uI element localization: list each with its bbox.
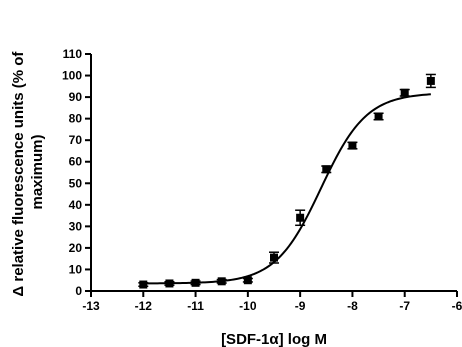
y-tick-label: 20 bbox=[69, 241, 83, 255]
y-tick-label: 0 bbox=[75, 284, 82, 298]
x-tick-label: -8 bbox=[347, 299, 358, 313]
data-point bbox=[322, 165, 331, 174]
data-point bbox=[348, 141, 357, 150]
x-axis-title: [SDF-1α] log M bbox=[221, 331, 327, 347]
x-tick-label: -13 bbox=[82, 299, 100, 313]
y-tick-label: 10 bbox=[69, 262, 83, 276]
x-tick-label: -7 bbox=[399, 299, 410, 313]
data-point bbox=[374, 112, 383, 121]
y-tick-label: 30 bbox=[69, 219, 83, 233]
x-axis-ticks: -13 -12 -11 -10 -9 -8 -7 -6 bbox=[82, 291, 462, 313]
x-tick-label: -10 bbox=[239, 299, 257, 313]
y-tick-label: 50 bbox=[69, 176, 83, 190]
y-axis-title-line2: maximum) bbox=[29, 134, 46, 209]
data-point bbox=[400, 88, 409, 97]
y-axis-title-line1: Δ relative fluorescence units (% of bbox=[10, 51, 27, 297]
y-tick-label: 60 bbox=[69, 155, 83, 169]
data-point bbox=[165, 279, 174, 288]
data-point bbox=[243, 276, 252, 285]
x-tick-label: -6 bbox=[452, 299, 462, 313]
data-point bbox=[191, 278, 200, 287]
data-points bbox=[138, 73, 436, 289]
plot-area: 0 10 20 30 40 50 60 70 80 90 100 110 -13 -12 -11 -10 -9… bbox=[62, 47, 462, 313]
y-tick-label: 100 bbox=[62, 69, 82, 83]
fit-curve bbox=[143, 93, 431, 285]
y-tick-label: 90 bbox=[69, 90, 83, 104]
y-tick-label: 40 bbox=[69, 198, 83, 212]
y-tick-label: 80 bbox=[69, 112, 83, 126]
x-tick-label: -9 bbox=[295, 299, 306, 313]
y-tick-label: 110 bbox=[63, 47, 83, 61]
y-tick-label: 70 bbox=[69, 133, 83, 147]
y-axis-ticks: 0 10 20 30 40 50 60 70 80 90 100 110 bbox=[62, 47, 91, 298]
data-point bbox=[296, 213, 305, 222]
data-point bbox=[426, 76, 435, 85]
data-point bbox=[270, 253, 278, 262]
x-tick-label: -12 bbox=[135, 299, 153, 313]
data-point bbox=[139, 280, 148, 289]
x-tick-label: -11 bbox=[187, 299, 204, 313]
y-axis-title: Δ relative fluorescence units (% of maxi… bbox=[10, 47, 46, 296]
data-point bbox=[217, 277, 226, 286]
